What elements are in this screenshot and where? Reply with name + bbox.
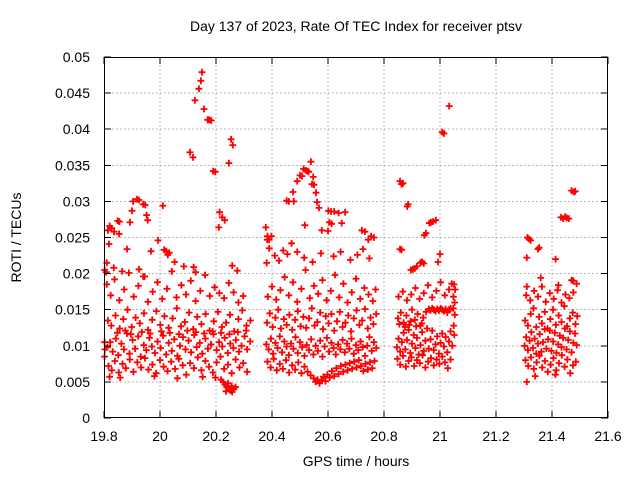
x-tick-label: 20.2 [202,428,229,444]
x-tick-label: 19.8 [90,428,117,444]
x-tick-labels: 19.8 20 20.2 20.4 20.6 20.8 21 21.2 21.4 21.6 [90,428,621,444]
y-tick-label: 0.01 [63,338,90,354]
y-tick-label: 0 [82,410,90,426]
x-tick-label: 20.8 [370,428,397,444]
y-axis-label: ROTI / TECUs [8,193,24,283]
y-tick-label: 0.015 [55,302,90,318]
y-tick-label: 0.045 [55,85,90,101]
x-axis-label: GPS time / hours [303,453,410,469]
x-tick-label: 21 [432,428,448,444]
scatter-points-path [101,68,581,396]
x-tick-label: 21.2 [482,428,509,444]
y-tick-label: 0.04 [63,121,90,137]
x-tick-label: 21.6 [594,428,621,444]
x-tick-label: 20.4 [258,428,285,444]
axis-border-and-ticks [103,56,609,419]
chart-title: Day 137 of 2023, Rate Of TEC Index for r… [190,18,522,34]
y-tick-label: 0.03 [63,193,90,209]
y-tick-label: 0.025 [55,230,90,246]
y-tick-label: 0.005 [55,374,90,390]
y-tick-labels: 0 0.005 0.01 0.015 0.02 0.025 0.03 0.035 0.04 0.0… [55,49,90,426]
x-tick-label: 20 [152,428,168,444]
grid-layer [104,57,608,418]
y-tick-label: 0.02 [63,266,90,282]
y-tick-label: 0.05 [63,49,90,65]
data-points-layer [101,68,581,396]
x-tick-label: 20.6 [314,428,341,444]
x-tick-label: 21.4 [538,428,565,444]
y-tick-label: 0.035 [55,157,90,173]
